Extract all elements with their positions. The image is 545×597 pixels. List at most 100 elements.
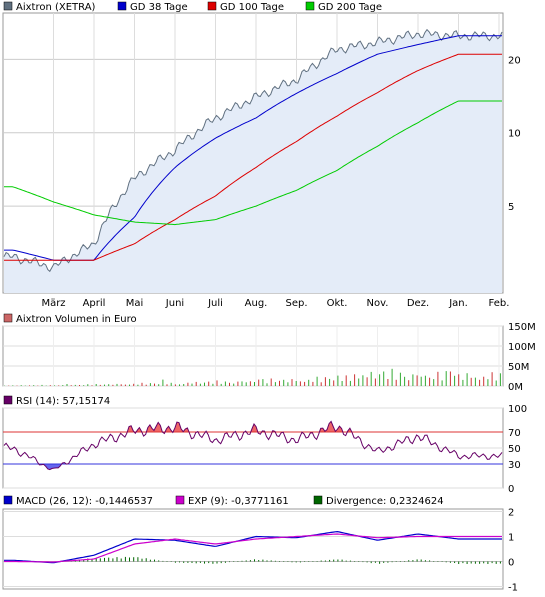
divergence-bar <box>258 560 260 562</box>
volume-bar <box>345 375 347 386</box>
volume-bar <box>383 371 385 386</box>
volume-bar <box>199 383 201 386</box>
volume-bar <box>408 380 410 386</box>
x-tick-label: Juni <box>165 298 184 309</box>
volume-bar <box>129 384 130 386</box>
divergence-bar <box>341 559 343 562</box>
divergence-bar <box>187 561 189 563</box>
legend-swatch <box>3 495 13 505</box>
divergence-bar <box>170 561 172 562</box>
volume-bar <box>487 379 489 386</box>
volume-bar <box>191 383 193 386</box>
divergence-bar <box>179 561 180 563</box>
divergence-bar <box>112 558 114 562</box>
volume-bar <box>33 385 35 386</box>
volume-bar <box>283 379 285 386</box>
divergence-bar <box>449 561 451 563</box>
legend-label: Aixtron (XETRA) <box>16 2 96 13</box>
divergence-bar <box>249 560 251 562</box>
divergence-bar <box>312 561 314 562</box>
volume-plot-frame <box>2 325 504 387</box>
divergence-bar <box>458 561 460 564</box>
price-y-tick-label: 10 <box>508 129 521 140</box>
divergence-bar <box>245 560 247 562</box>
volume-bar <box>279 380 280 386</box>
macd-legend: MACD (26, 12): -0,1446537 EXP (9): -0,37… <box>3 495 444 507</box>
volume-bar <box>354 374 356 386</box>
price-y-ticks: 20 10 5 <box>508 55 521 213</box>
legend-swatch <box>117 1 127 11</box>
volume-bar <box>187 382 189 386</box>
volume-bar <box>458 374 460 386</box>
divergence-bar <box>499 561 501 564</box>
divergence-bar <box>454 561 456 563</box>
volume-bar <box>87 384 89 386</box>
volume-bar <box>433 379 435 386</box>
volume-bar <box>437 371 439 386</box>
divergence-bar <box>387 561 389 563</box>
divergence-bar <box>295 561 297 563</box>
divergence-bar <box>379 561 381 564</box>
volume-bar <box>391 368 393 386</box>
divergence-bar <box>104 557 105 562</box>
volume-bar <box>270 378 272 386</box>
divergence-bar <box>316 561 318 562</box>
divergence-bar <box>383 561 385 563</box>
divergence-bar <box>279 561 280 562</box>
x-tick-label: April <box>83 298 106 309</box>
rsi-legend-swatch <box>3 395 13 405</box>
volume-bar <box>70 385 72 386</box>
divergence-bar <box>141 558 143 562</box>
divergence-bar <box>345 560 347 562</box>
volume-bar <box>79 385 80 386</box>
divergence-bar <box>329 559 331 562</box>
macd-y-tick-label: 1 <box>508 533 514 544</box>
rsi-y-tick-label: 70 <box>508 428 521 439</box>
divergence-bar <box>324 560 326 562</box>
divergence-bar <box>270 560 272 562</box>
divergence-bar <box>204 561 205 564</box>
volume-bar <box>483 376 485 386</box>
volume-bar <box>441 380 443 386</box>
volume-bar <box>420 376 422 386</box>
price-panel: 20 10 5 März April Mai Juni Juli Aug. Sep. Okt. No… <box>2 1 521 309</box>
volume-bar <box>49 385 51 386</box>
volume-bar <box>124 384 126 386</box>
volume-bar <box>445 371 447 386</box>
divergence-bar <box>229 561 230 563</box>
volume-bar <box>374 378 376 386</box>
rsi-y-tick-label: 50 <box>508 444 521 455</box>
divergence-bar <box>495 561 497 564</box>
x-tick-label: März <box>41 298 65 309</box>
divergence-bar <box>162 560 164 562</box>
series-line-gd200 <box>4 100 502 226</box>
volume-bar <box>349 380 351 386</box>
volume-bar <box>274 382 276 386</box>
divergence-bar <box>462 561 464 564</box>
legend-swatch <box>305 1 315 11</box>
x-tick-label: Nov. <box>367 298 389 309</box>
divergence-bar <box>287 561 289 562</box>
divergence-bar <box>274 560 276 562</box>
divergence-bar <box>262 559 264 562</box>
divergence-bar <box>233 561 235 562</box>
divergence-bar <box>404 561 406 562</box>
macd-y-tick-label: 0 <box>508 558 514 569</box>
volume-bar <box>416 375 418 386</box>
macd-y-ticks: 2 1 0 -1 <box>508 508 518 594</box>
volume-bar <box>183 384 185 386</box>
volume-bar <box>95 384 97 386</box>
volume-bar <box>308 379 310 386</box>
divergence-bar <box>191 561 193 563</box>
volume-bar <box>237 381 239 386</box>
volume-legend-swatch <box>3 313 13 323</box>
x-tick-label: Aug. <box>245 298 268 309</box>
divergence-bar <box>99 558 101 562</box>
divergence-bar <box>483 561 485 564</box>
volume-bar <box>249 381 251 386</box>
volume-bar <box>337 375 339 386</box>
volume-bar <box>454 375 456 386</box>
divergence-bar <box>137 557 139 562</box>
divergence-bar <box>124 556 126 562</box>
divergence-bar <box>466 561 468 564</box>
